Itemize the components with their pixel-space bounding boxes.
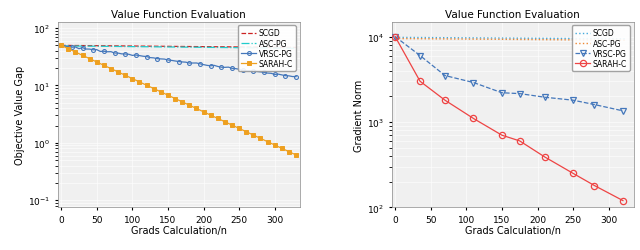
VRSC-PG [58,44,65,47]
SARAH-C [498,134,506,137]
VRSC-PG [569,99,577,102]
SARAH-C [164,94,172,97]
ASC-PG [623,40,630,42]
Legend: SCGD, ASC-PG, VRSC-PG, SARAH-C: SCGD, ASC-PG, VRSC-PG, SARAH-C [238,26,296,72]
SCGD [494,38,502,40]
VRSC-PG [164,59,172,62]
ASC-PG [549,39,557,42]
Line: SCGD: SCGD [61,46,296,48]
SCGD [236,46,243,49]
VRSC-PG [470,82,477,85]
Line: VRSC-PG: VRSC-PG [392,34,626,114]
ASC-PG [93,46,100,48]
SARAH-C [58,45,65,48]
SARAH-C [292,154,300,157]
SARAH-C [278,147,285,150]
SCGD [154,46,161,48]
SARAH-C [441,99,449,102]
SARAH-C [391,36,399,39]
ASC-PG [111,46,118,49]
VRSC-PG [516,93,524,96]
SCGD [596,38,604,41]
VRSC-PG [591,104,598,107]
ASC-PG [541,39,548,42]
Legend: SCGD, ASC-PG, VRSC-PG, SARAH-C: SCGD, ASC-PG, VRSC-PG, SARAH-C [572,26,630,72]
SCGD [541,38,548,41]
X-axis label: Grads Calculation/n: Grads Calculation/n [131,226,227,235]
ASC-PG [596,40,604,42]
ASC-PG [532,39,540,42]
SARAH-C [619,199,627,202]
Y-axis label: Gradient Norm: Gradient Norm [354,79,364,151]
Y-axis label: Objective Value Gap: Objective Value Gap [15,66,25,164]
VRSC-PG [541,96,548,99]
VRSC-PG [416,55,424,58]
VRSC-PG [498,92,506,95]
Title: Value Function Evaluation: Value Function Evaluation [445,10,580,20]
SCGD [529,38,536,40]
SARAH-C [416,80,424,84]
Line: ASC-PG: ASC-PG [61,47,296,49]
X-axis label: Grads Calculation/n: Grads Calculation/n [465,226,561,235]
ASC-PG [58,45,65,48]
VRSC-PG [236,68,243,71]
Line: SARAH-C: SARAH-C [392,34,626,204]
VRSC-PG [441,75,449,78]
ASC-PG [236,47,243,50]
VRSC-PG [93,49,100,52]
SARAH-C [470,118,477,120]
Line: SARAH-C: SARAH-C [60,44,298,157]
VRSC-PG [391,36,399,39]
Line: VRSC-PG: VRSC-PG [60,44,298,79]
VRSC-PG [292,76,300,79]
SCGD [93,45,100,48]
SARAH-C [541,156,548,159]
ASC-PG [529,39,536,42]
SARAH-C [516,140,524,143]
SARAH-C [569,172,577,175]
SCGD [623,38,630,41]
SCGD [111,45,118,48]
SCGD [532,38,540,41]
ASC-PG [391,38,399,41]
SCGD [278,47,285,50]
ASC-PG [292,48,300,50]
VRSC-PG [619,110,627,113]
Line: ASC-PG: ASC-PG [395,39,627,41]
SARAH-C [93,61,100,64]
Line: SCGD: SCGD [395,38,627,40]
SARAH-C [111,70,118,72]
ASC-PG [154,46,161,49]
VRSC-PG [278,74,285,77]
SARAH-C [591,184,598,187]
SARAH-C [154,89,161,92]
SCGD [292,47,300,50]
SCGD [391,37,399,40]
VRSC-PG [111,52,118,55]
ASC-PG [494,38,502,42]
Title: Value Function Evaluation: Value Function Evaluation [111,10,246,20]
SCGD [58,45,65,48]
SCGD [164,46,172,49]
VRSC-PG [154,58,161,61]
SARAH-C [236,128,243,130]
SCGD [549,38,557,41]
ASC-PG [164,46,172,49]
ASC-PG [278,48,285,50]
